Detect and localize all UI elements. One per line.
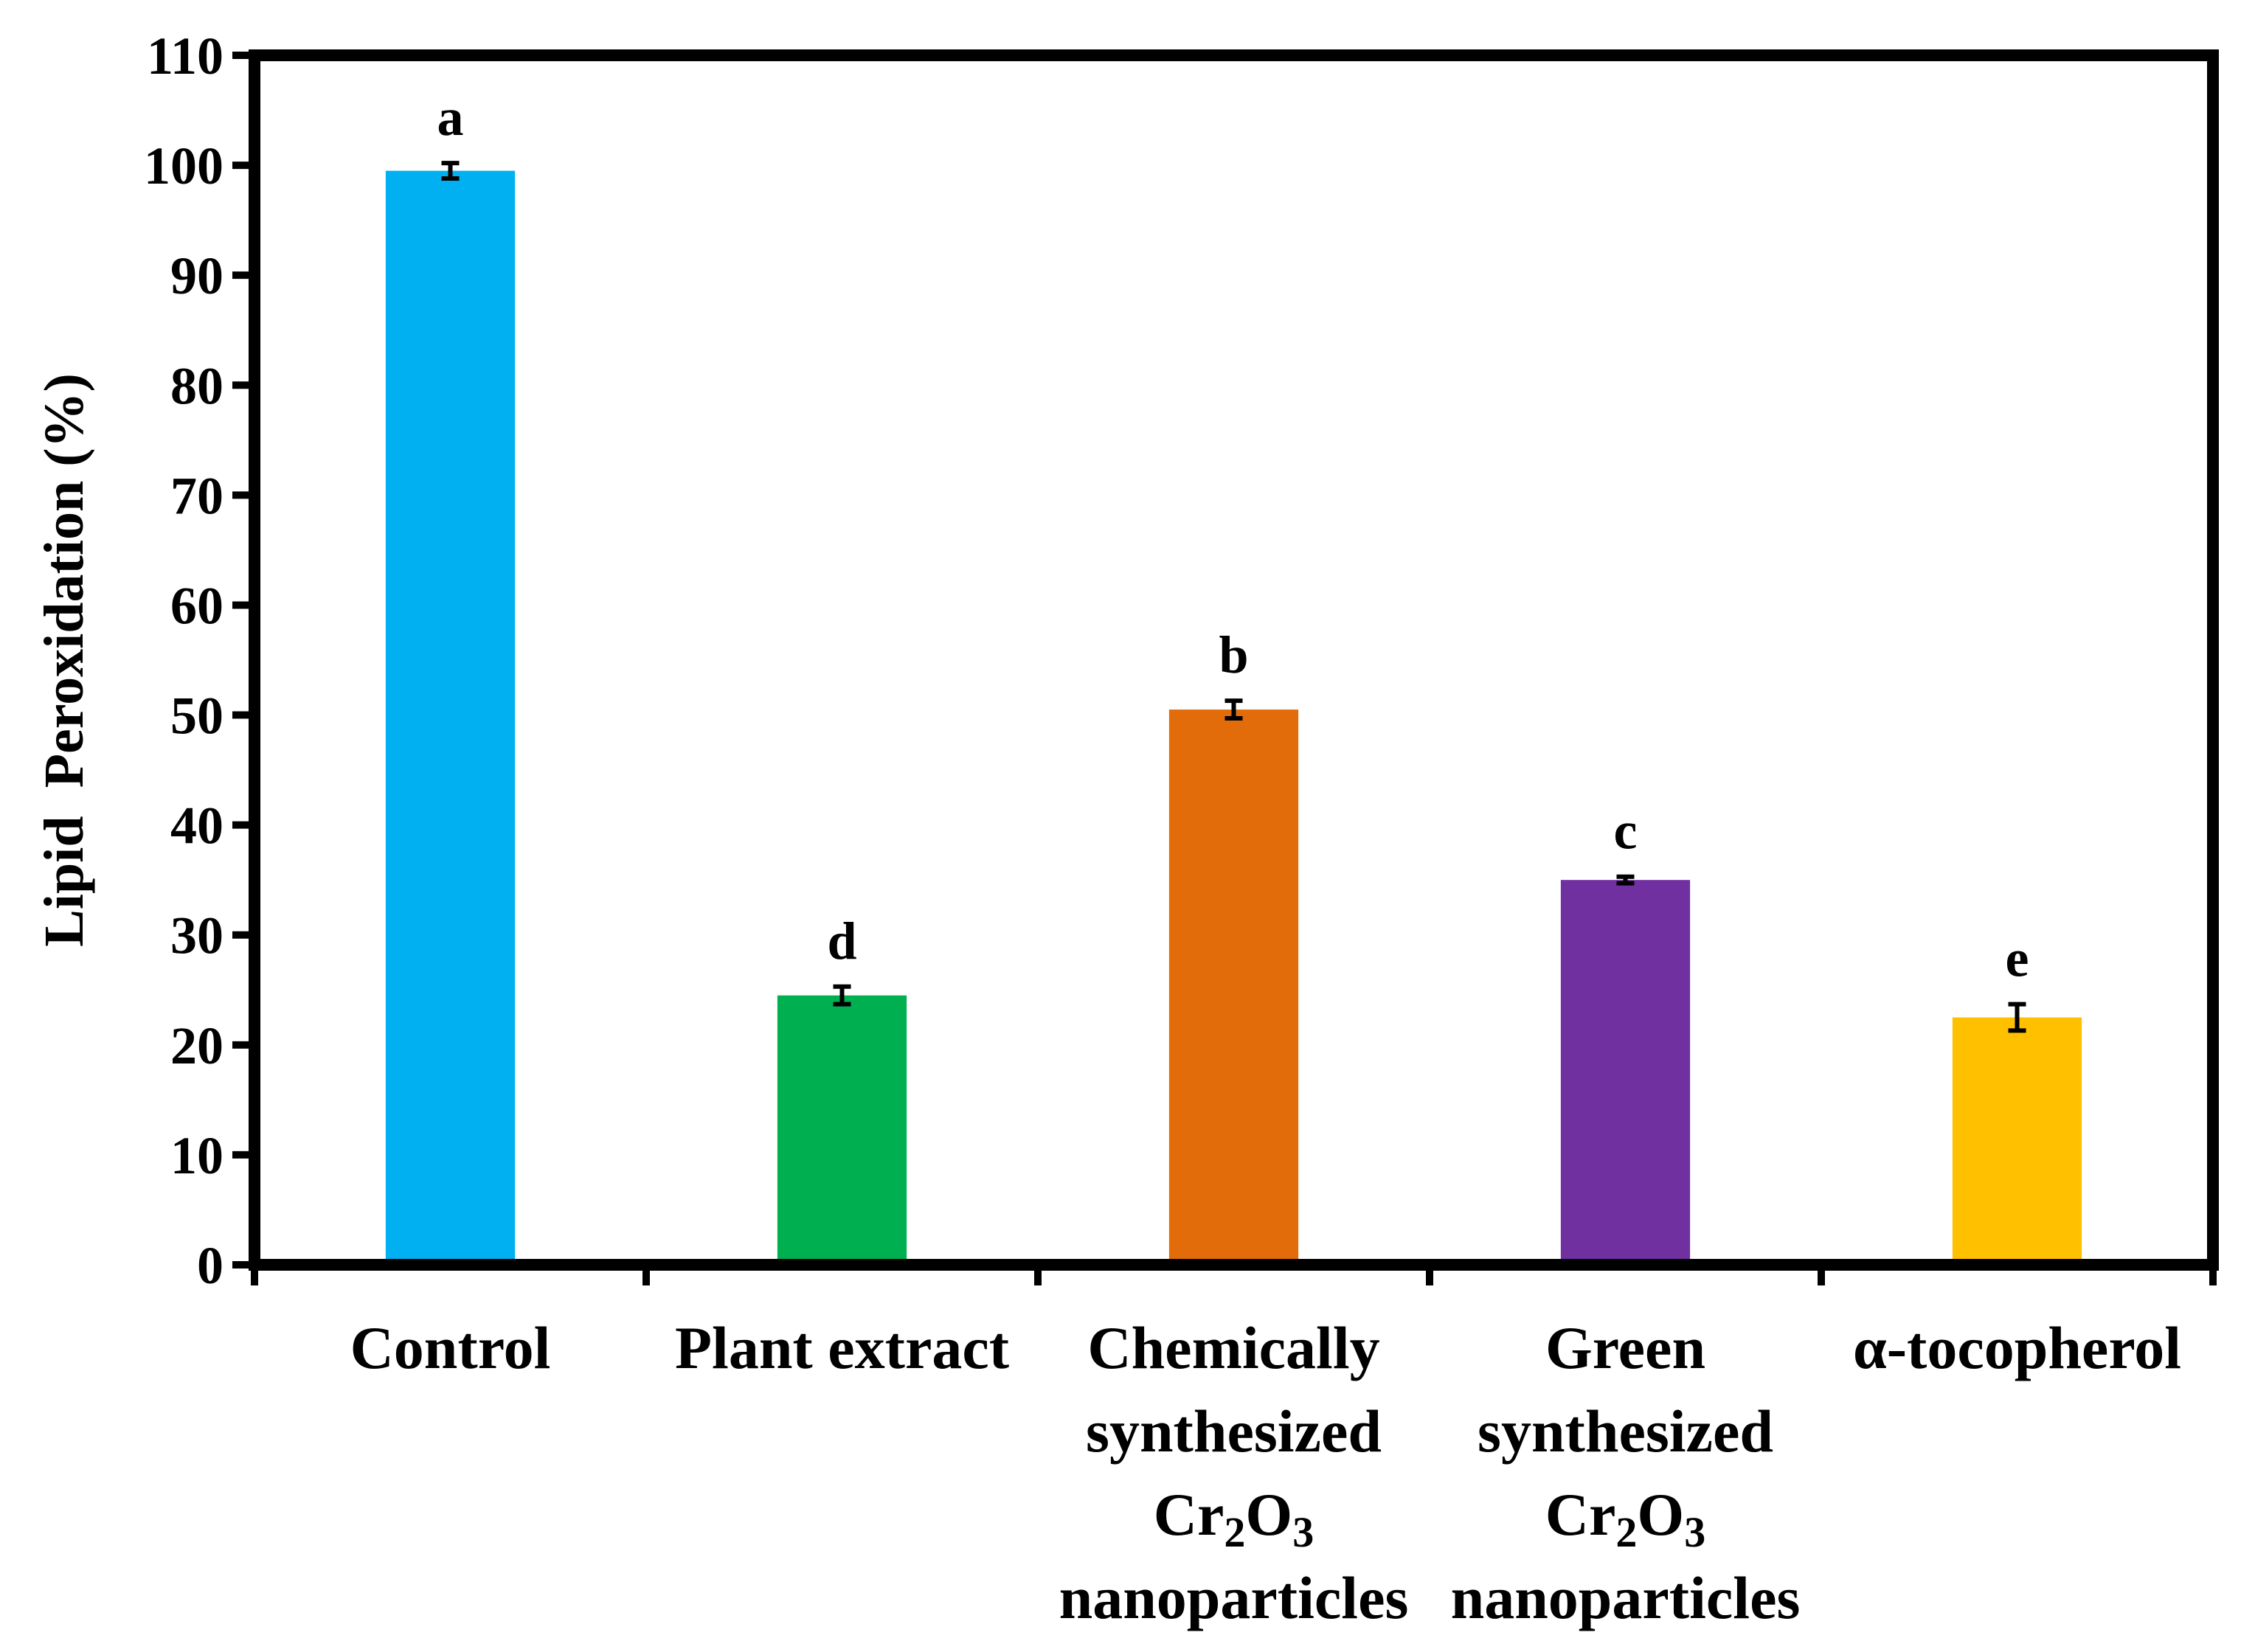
x-category-label: Plant extract — [675, 1314, 1009, 1381]
x-category-label: Cr2O3 — [1154, 1481, 1314, 1556]
y-tick-label: 10 — [170, 1126, 224, 1185]
x-category-label: synthesized — [1086, 1398, 1382, 1465]
x-category-label: Chemically — [1087, 1314, 1379, 1381]
x-category-label: Green — [1545, 1314, 1705, 1381]
significance-letter: b — [1219, 625, 1248, 684]
bar — [777, 995, 907, 1259]
x-category-label: nanoparticles — [1059, 1564, 1409, 1631]
bars: a d b c e — [385, 88, 2082, 1260]
y-tick-label: 110 — [147, 27, 224, 86]
y-tick-label: 30 — [170, 906, 224, 965]
y-tick-label: 0 — [197, 1236, 224, 1295]
y-tick-label: 90 — [170, 246, 224, 305]
x-category-label: Control — [350, 1314, 551, 1381]
x-category-label: α-tocopherol — [1853, 1314, 2181, 1381]
significance-letter: a — [437, 88, 464, 147]
significance-letter: c — [1614, 802, 1638, 861]
y-tick-label: 20 — [170, 1016, 224, 1075]
plot-frame — [249, 49, 2219, 1271]
y-tick-label: 80 — [170, 356, 224, 415]
y-tick-label: 60 — [170, 576, 224, 635]
y-axis-title: Lipid Peroxidation (%) — [33, 373, 95, 947]
y-tick-label: 50 — [170, 687, 224, 746]
bar — [1952, 1017, 2082, 1259]
x-category-label: Cr2O3 — [1545, 1481, 1705, 1556]
significance-letter: e — [2006, 929, 2029, 988]
y-tick-label: 40 — [170, 796, 224, 856]
x-category-label: synthesized — [1478, 1398, 1773, 1465]
significance-letter: d — [827, 912, 856, 971]
y-tick-label: 100 — [144, 136, 224, 195]
x-category-label: nanoparticles — [1451, 1564, 1801, 1631]
x-axis: Control Plant extract Chemically synthesize… — [251, 1265, 2217, 1631]
y-tick-label: 70 — [170, 466, 224, 525]
y-axis: 0 10 20 30 40 50 60 70 80 90 100 110 — [144, 27, 254, 1295]
bar — [1560, 880, 1691, 1259]
bar — [1168, 709, 1299, 1259]
bar — [385, 170, 516, 1260]
